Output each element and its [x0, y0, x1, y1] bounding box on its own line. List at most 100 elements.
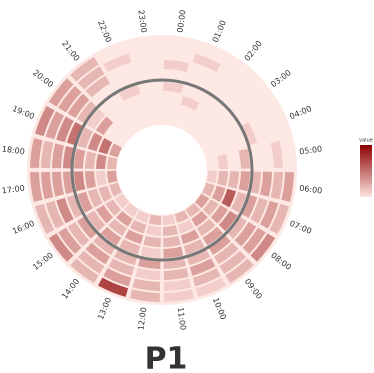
heat-cell: [218, 210, 238, 232]
heat-cell: [281, 172, 294, 202]
heat-cell: [206, 170, 217, 184]
heat-cell: [52, 171, 65, 197]
heat-cell: [74, 148, 86, 169]
heat-cell: [191, 211, 208, 227]
colorbar: [360, 145, 372, 197]
hour-label: 15:00: [31, 251, 55, 272]
hour-label: 17:00: [1, 184, 25, 196]
hour-label: 04:00: [288, 104, 313, 121]
heat-cell: [45, 111, 65, 140]
heat-cell: [70, 258, 99, 284]
hour-label: 23:00: [136, 9, 148, 33]
heat-cell: [67, 222, 90, 247]
reference-ring: [70, 78, 254, 262]
heat-cell: [30, 138, 43, 168]
heat-cell: [238, 171, 250, 192]
heat-cell: [185, 203, 201, 218]
heat-cell: [41, 171, 54, 200]
heat-cell: [93, 234, 116, 255]
heat-cell: [116, 211, 133, 227]
hour-label: 01:00: [211, 19, 228, 44]
heat-cell: [95, 205, 114, 224]
heat-cell: [107, 170, 118, 184]
heat-cell: [270, 171, 283, 200]
heat-cell: [163, 60, 189, 73]
hour-label: 00:00: [176, 9, 188, 33]
hour-label: 13:00: [96, 296, 113, 321]
heat-cell: [146, 225, 162, 236]
heat-cell: [67, 93, 90, 118]
heat-cell: [162, 214, 176, 225]
heat-cell: [123, 203, 139, 218]
heat-cell: [148, 214, 162, 225]
heat-cell: [58, 227, 82, 255]
center-hole: [117, 125, 207, 215]
heat-cell: [259, 171, 272, 197]
hour-label: 19:00: [11, 104, 36, 121]
heat-cell: [103, 267, 132, 287]
heat-cell: [240, 194, 258, 218]
heat-cell: [231, 191, 247, 213]
heat-cell: [192, 53, 221, 73]
heat-cell: [174, 210, 189, 223]
heat-cell: [135, 267, 161, 280]
heat-cell: [77, 191, 93, 213]
heat-cell: [77, 127, 93, 149]
heat-cell: [108, 258, 135, 276]
cells: [30, 53, 294, 302]
heat-cell: [130, 289, 160, 302]
heat-cell: [96, 170, 107, 186]
heat-cell: [219, 250, 247, 274]
heat-cell: [242, 227, 266, 255]
heat-cell: [140, 246, 161, 258]
chart-title: P1: [145, 342, 188, 373]
hour-label: 03:00: [269, 68, 293, 89]
hour-label: 22:00: [96, 19, 113, 44]
heat-cell: [124, 229, 144, 245]
heat-cell: [132, 278, 161, 291]
hour-label: 02:00: [243, 39, 264, 63]
heat-cell: [77, 66, 105, 90]
heat-cell: [163, 82, 184, 94]
heat-cell: [238, 148, 250, 169]
heat-cell: [98, 185, 113, 202]
heat-cell: [250, 197, 268, 224]
heat-cell: [135, 210, 150, 223]
heat-cell: [108, 218, 127, 237]
heat-cell: [105, 199, 121, 216]
legend-title: value: [359, 138, 373, 144]
heat-cell: [109, 182, 122, 197]
heat-cell: [195, 277, 226, 297]
heat-cell: [48, 233, 74, 262]
heat-cell: [86, 210, 106, 232]
heat-cell: [109, 143, 122, 158]
heat-cell: [45, 200, 65, 229]
heat-cell: [35, 203, 55, 234]
hour-label: 11:00: [176, 307, 188, 331]
heat-cell: [100, 226, 122, 246]
heat-cell: [180, 95, 200, 111]
heat-cell: [77, 216, 98, 239]
hour-label: 12:00: [136, 307, 148, 331]
heat-cell: [95, 116, 114, 135]
heat-cell: [56, 197, 74, 224]
heat-cell: [163, 246, 184, 258]
hour-label: 07:00: [288, 219, 313, 236]
heat-cell: [202, 182, 215, 197]
heat-cell: [85, 75, 110, 98]
heat-cell: [270, 140, 283, 169]
heat-cell: [85, 171, 97, 189]
heat-cell: [98, 138, 113, 155]
heat-cell: [214, 242, 239, 265]
heat-cell: [225, 258, 254, 284]
heat-cell: [163, 267, 189, 280]
heat-cell: [162, 225, 178, 236]
heat-cell: [164, 289, 194, 302]
heat-cell: [227, 171, 239, 189]
heat-cell: [197, 218, 216, 237]
heat-cell: [192, 267, 221, 287]
hour-label: 10:00: [211, 296, 228, 321]
heat-cell: [77, 250, 105, 274]
